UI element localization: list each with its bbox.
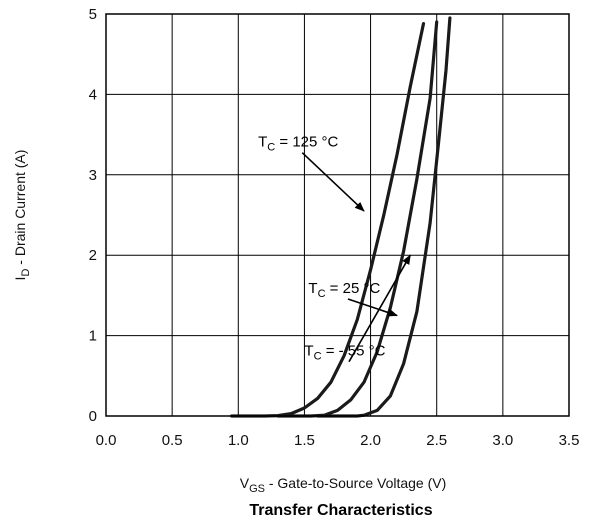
plot-frame xyxy=(105,13,570,417)
y-tick-label: 3 xyxy=(89,167,97,184)
y-tick-label: 5 xyxy=(89,6,97,23)
y-tick-label: 2 xyxy=(89,247,97,264)
y-axis-label: ID - Drain Current (A) xyxy=(12,150,32,281)
series-label-1: TC = 25 °C xyxy=(308,280,380,300)
x-tick-label: 2.5 xyxy=(426,432,447,449)
x-tick-label: 0.5 xyxy=(162,432,183,449)
x-tick-label: 2.0 xyxy=(360,432,381,449)
y-tick-label: 0 xyxy=(89,408,97,425)
x-tick-label: 3.0 xyxy=(492,432,513,449)
annotation-layer: TC = - 55 °C TC = 25 °C TC = 125 °C xyxy=(258,134,411,363)
x-tick-label: 0.0 xyxy=(96,432,117,449)
chart-title: Transfer Characteristics xyxy=(249,502,432,519)
series-label-0: TC = - 55 °C xyxy=(304,343,385,363)
annotation-arrow-1 xyxy=(347,298,398,317)
x-tick-label: 1.0 xyxy=(228,432,249,449)
x-tick-label: 3.5 xyxy=(559,432,580,449)
x-axis-label: VGS - Gate-to-Source Voltage (V) xyxy=(240,475,447,495)
series-label-2: TC = 125 °C xyxy=(258,134,338,154)
y-tick-label: 4 xyxy=(89,86,97,103)
x-tick-label: 1.5 xyxy=(294,432,315,449)
annotation-arrow-0 xyxy=(348,254,411,363)
y-tick-label: 1 xyxy=(89,328,97,345)
annotation-arrow-2 xyxy=(301,152,365,212)
tick-labels: 0.0 0.5 1.0 1.5 2.0 2.5 3.0 3.5 0 1 2 3 4 5 xyxy=(89,6,580,449)
